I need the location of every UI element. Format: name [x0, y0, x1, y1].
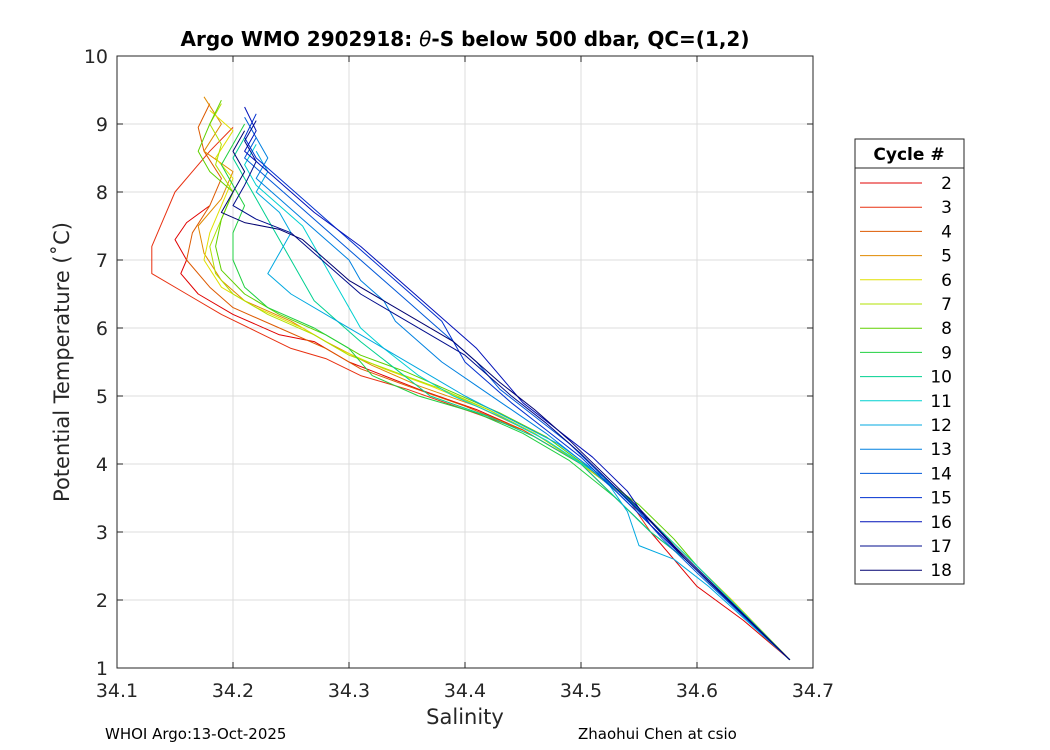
- y-tick-label: 2: [96, 590, 108, 612]
- footer-credit-left: WHOI Argo:13-Oct-2025: [105, 725, 287, 743]
- x-tick-label: 34.6: [676, 680, 718, 702]
- series-line-cycle-14: [244, 116, 791, 661]
- y-tick-label: 10: [84, 46, 108, 68]
- x-tick-label: 34.5: [560, 680, 602, 702]
- y-tick-label: 1: [96, 658, 108, 680]
- legend-label-cycle-7: 7: [941, 295, 952, 315]
- legend-label-cycle-6: 6: [941, 271, 952, 291]
- series-line-cycle-5: [197, 96, 791, 661]
- legend-box: [854, 138, 965, 585]
- y-tick-label: 3: [96, 522, 108, 544]
- legend-label-cycle-14: 14: [930, 464, 952, 484]
- x-tick-label: 34.4: [444, 680, 486, 702]
- legend-label-cycle-9: 9: [941, 343, 952, 363]
- y-tick-label: 9: [96, 114, 108, 136]
- series-lines: [151, 96, 791, 661]
- y-tick-label: 8: [96, 182, 108, 204]
- legend-label-cycle-12: 12: [930, 416, 952, 436]
- series-line-cycle-17: [232, 120, 791, 661]
- title-suffix: -S below 500 dbar, QC=(1,2): [431, 27, 749, 51]
- legend-label-cycle-16: 16: [930, 513, 952, 533]
- legend-label-cycle-10: 10: [930, 368, 952, 388]
- legend-label-cycle-17: 17: [930, 537, 952, 557]
- title-prefix: Argo WMO 2902918:: [181, 27, 420, 51]
- legend-label-cycle-18: 18: [930, 561, 952, 581]
- legend-label-cycle-13: 13: [930, 440, 952, 460]
- legend-label-cycle-5: 5: [941, 247, 952, 267]
- series-line-cycle-3: [151, 127, 791, 661]
- x-tick-label: 34.2: [212, 680, 254, 702]
- legend: Cycle # 2 3 4 5 6 7 8 9 10 11 12 13 14 15 16 17 18: [854, 138, 965, 585]
- legend-label-cycle-15: 15: [930, 489, 952, 509]
- x-tick-label: 34.3: [328, 680, 370, 702]
- series-line-cycle-12: [255, 150, 791, 661]
- series-line-cycle-18: [220, 130, 791, 661]
- chart-title: Argo WMO 2902918: θ-S below 500 dbar, QC…: [181, 27, 750, 51]
- x-axis-label: Salinity: [426, 705, 504, 729]
- footer-credit-right: Zhaohui Chen at csio: [578, 725, 737, 743]
- series-line-cycle-10: [232, 137, 791, 661]
- legend-label-cycle-11: 11: [930, 392, 952, 412]
- x-tick-label: 34.7: [792, 680, 834, 702]
- legend-items: 2 3 4 5 6 7 8 9 10 11 12 13 14 15 16 17 18: [860, 174, 952, 581]
- y-tick-label: 7: [96, 250, 108, 272]
- series-line-cycle-7: [209, 103, 791, 661]
- x-tick-label: 34.1: [96, 680, 138, 702]
- series-line-cycle-2: [174, 205, 791, 661]
- series-line-cycle-8: [197, 99, 791, 661]
- series-line-cycle-16: [244, 106, 791, 661]
- y-tick-label: 6: [96, 318, 108, 340]
- legend-label-cycle-3: 3: [941, 198, 952, 218]
- series-line-cycle-15: [244, 113, 791, 661]
- legend-label-cycle-4: 4: [941, 222, 952, 242]
- legend-label-cycle-2: 2: [941, 174, 952, 194]
- title-theta: θ: [419, 27, 431, 51]
- y-axis-label: Potential Temperature (˚C): [50, 222, 74, 502]
- legend-label-cycle-8: 8: [941, 319, 952, 339]
- axis-ticks: 34.1 34.2 34.3 34.4 34.5 34.6 34.7 1 2 3 4 5 6 7 8 9 10: [84, 46, 834, 702]
- legend-title: Cycle #: [873, 145, 944, 165]
- y-tick-label: 5: [96, 386, 108, 408]
- y-tick-label: 4: [96, 454, 108, 476]
